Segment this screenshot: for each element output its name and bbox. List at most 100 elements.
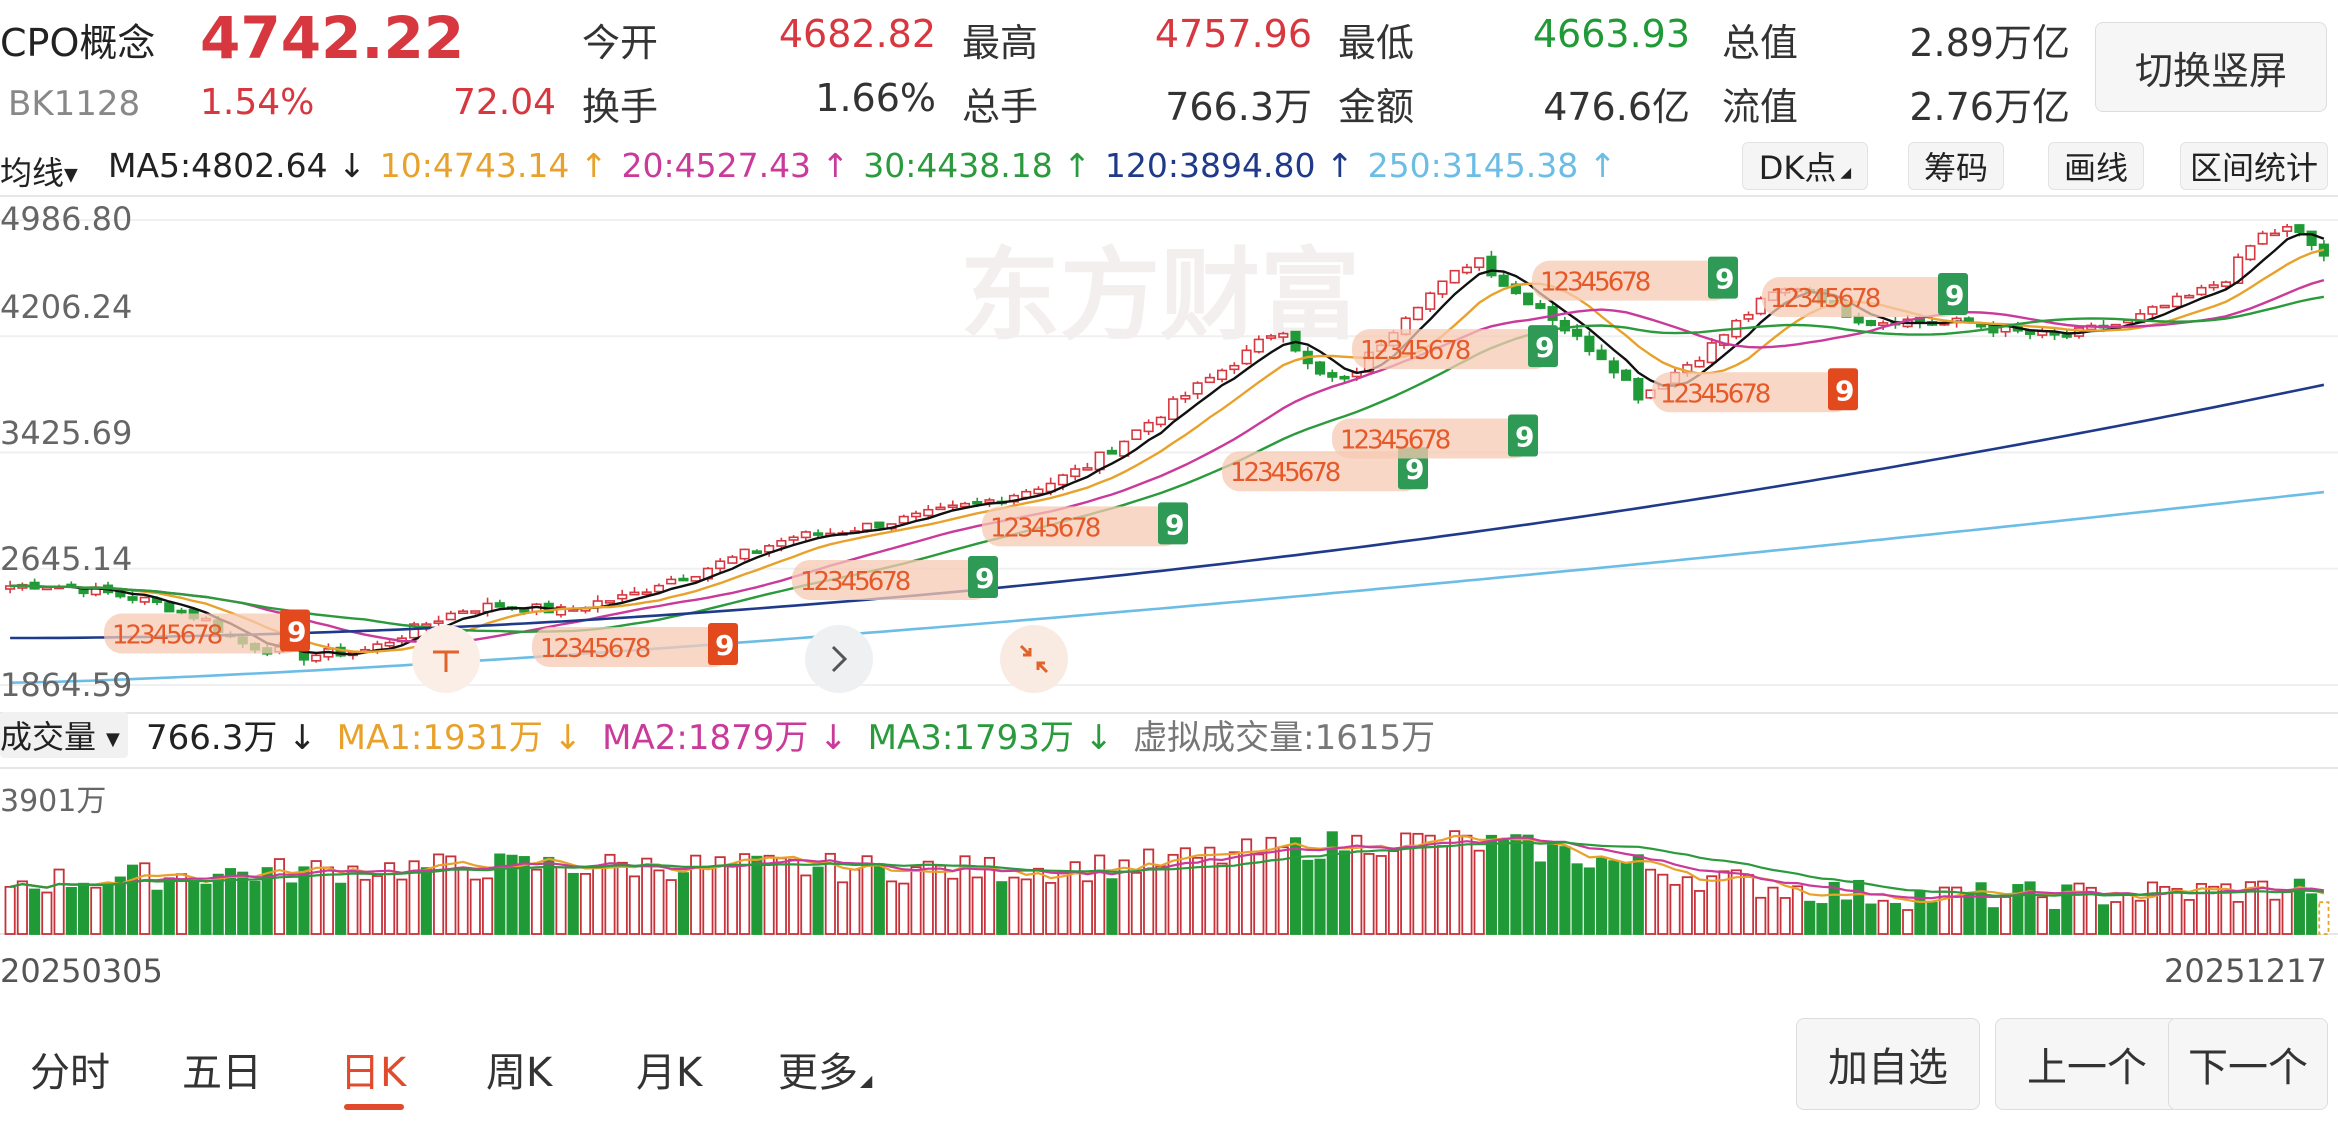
candle-up — [555, 606, 567, 616]
td-count: 12345678 — [1540, 268, 1650, 298]
volume-selector[interactable]: 成交量 ▼ — [0, 712, 128, 758]
action-button[interactable]: 上一个 — [1995, 1018, 2179, 1110]
period-tab[interactable]: 周K — [486, 1040, 552, 1098]
volume-bar-down — [2049, 908, 2061, 935]
period-tab[interactable]: 分时 — [30, 1040, 110, 1098]
period-tab[interactable]: 月K — [636, 1040, 702, 1098]
volume-bar-up — [628, 875, 641, 935]
volume-bar-up — [604, 853, 616, 935]
stat-value: 4757.96 — [1154, 12, 1312, 56]
volume-bar-up — [1008, 876, 1020, 935]
volume-bar-up — [886, 880, 898, 935]
td-count: 12345678 — [800, 567, 910, 597]
td-nine: 9 — [975, 562, 994, 595]
candle-up — [800, 531, 811, 539]
candle-up — [1412, 306, 1424, 321]
volume-bar-up — [433, 853, 445, 935]
candle-up — [959, 502, 971, 508]
td-highlight — [1352, 329, 1552, 370]
volume-bar-up — [690, 854, 702, 935]
volume-bar-down — [1975, 882, 1987, 935]
candle-up — [139, 596, 150, 603]
volume-bar-down — [567, 872, 579, 935]
action-button-label: 上一个 — [2027, 1045, 2147, 1091]
period-tab-label: 分时 — [30, 1050, 110, 1096]
volume-bar-up — [1706, 875, 1718, 935]
volume-bar-up — [2195, 883, 2208, 935]
td-count: 12345678 — [990, 513, 1100, 543]
candle-up — [2171, 295, 2183, 308]
chart-tool-button[interactable]: 画线 — [2048, 142, 2144, 190]
candle-up — [445, 612, 456, 621]
volume-bar-down — [200, 883, 212, 935]
volume-bar-up — [1387, 850, 1400, 935]
volume-bar-down — [420, 867, 432, 935]
ma-selector[interactable]: 均线▼ — [0, 148, 78, 194]
volume-bar-down — [2012, 884, 2024, 935]
volume-bar-down — [996, 881, 1008, 935]
volume-bar-up — [310, 860, 322, 935]
volume-bar-up — [2110, 901, 2122, 935]
volume-bar-up — [739, 853, 751, 935]
volume-bar-up — [2183, 899, 2195, 935]
period-tab[interactable]: 五日 — [182, 1040, 262, 1098]
ma120-line — [10, 383, 2325, 640]
candle-up — [384, 641, 395, 647]
stat-value: 2.89万亿 — [1909, 21, 2070, 65]
candle-up — [2245, 245, 2256, 261]
volume-bar-up — [1742, 874, 1755, 935]
candle-down — [1608, 360, 1619, 374]
volume-bar-up — [1938, 886, 1950, 935]
volume-bar-up — [1228, 851, 1240, 935]
switch-portrait-button[interactable]: 切换竖屏 — [2095, 22, 2327, 112]
volume-bar-up — [898, 882, 910, 935]
volume-bar-up — [1718, 870, 1730, 935]
volume-bar-up — [653, 869, 665, 935]
volume-bar-down — [751, 855, 763, 935]
volume-bar-down — [65, 887, 77, 935]
period-tab[interactable]: 更多 ◢ — [778, 1040, 872, 1098]
stat-label: 流值 — [1722, 85, 1799, 129]
volume-bar-up — [175, 873, 188, 935]
td-nine: 9 — [1515, 420, 1534, 453]
candle-up — [1694, 359, 1705, 368]
crosshair-button[interactable] — [412, 625, 480, 693]
td-highlight — [982, 506, 1182, 547]
price-axis-label: 3425.69 — [0, 414, 133, 452]
td-nine: 9 — [1405, 453, 1424, 486]
td-marker: 12345678 9 — [1532, 256, 1738, 301]
chart-tool-button[interactable]: 筹码 — [1908, 142, 2004, 190]
volume-bar-up — [1767, 886, 1779, 935]
chevron-right-icon — [831, 645, 848, 673]
candle-up — [910, 512, 922, 518]
volume-bar-up — [1755, 896, 1767, 935]
action-button[interactable]: 下一个 — [2168, 1018, 2328, 1110]
volume-bar-up — [2257, 880, 2269, 935]
volume-bar-down — [102, 882, 114, 935]
chart-tool-button[interactable]: 区间统计 — [2180, 142, 2328, 190]
scroll-right-button[interactable] — [805, 625, 873, 693]
candle-up — [1474, 257, 1485, 269]
volume-bar-up — [726, 863, 738, 935]
candle-up — [2282, 225, 2293, 232]
collapse-chart-button[interactable] — [1000, 625, 1068, 693]
candle-down — [1620, 369, 1632, 381]
action-button[interactable]: 加自选 — [1796, 1018, 1980, 1110]
period-tab[interactable]: 日K — [340, 1040, 406, 1098]
volume-bar-up — [2085, 886, 2097, 935]
volume-bar-up — [53, 868, 65, 935]
volume-bar-down — [1338, 850, 1351, 935]
volume-bar-up — [1375, 855, 1387, 935]
chart-tool-button[interactable]: DK点 ◢ — [1742, 142, 1868, 190]
candle-down — [1314, 361, 1326, 375]
volume-bar-down — [1828, 881, 1840, 935]
volume-bar-down — [78, 882, 90, 935]
td-nine-badge — [1938, 272, 1968, 315]
td-nine-badge — [1508, 414, 1538, 457]
candle-up — [861, 522, 873, 531]
volume-bar-up — [41, 891, 53, 935]
volume-bar-up — [1094, 854, 1106, 935]
candle-up — [1425, 292, 1436, 310]
change-percent: 1.54% — [200, 82, 315, 123]
